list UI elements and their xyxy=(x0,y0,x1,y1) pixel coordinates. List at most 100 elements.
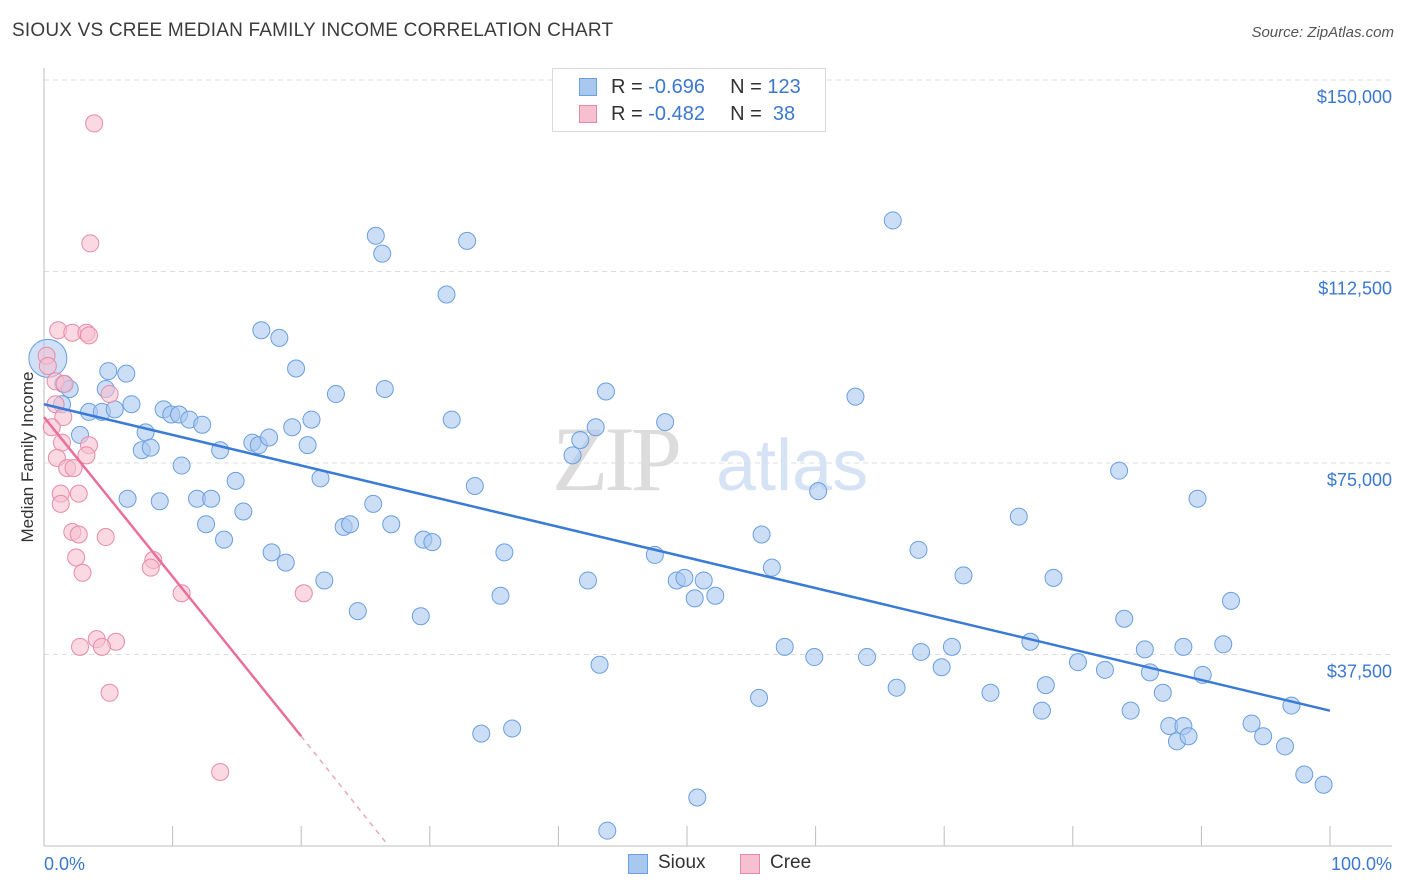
cree-point xyxy=(92,637,111,656)
sioux-point xyxy=(341,515,360,534)
sioux-point xyxy=(315,571,334,590)
cree-point xyxy=(81,234,100,253)
sioux-point xyxy=(472,724,491,743)
sioux-point xyxy=(298,436,317,455)
sioux-point xyxy=(495,543,514,562)
sioux-point xyxy=(234,502,253,521)
bottom-legend-sioux[interactable]: Sioux xyxy=(628,850,718,878)
sioux-point xyxy=(1110,461,1129,480)
legend-n-value: 38 xyxy=(767,103,796,125)
sioux-point xyxy=(423,533,442,552)
cree-point xyxy=(77,446,96,465)
trend-lines xyxy=(43,403,1331,847)
cree-point xyxy=(80,326,99,345)
sioux-point xyxy=(685,589,704,608)
sioux-point xyxy=(122,395,141,414)
cree-point xyxy=(211,762,230,781)
sioux-point xyxy=(563,446,582,465)
sioux-point xyxy=(99,362,118,381)
data-points xyxy=(28,114,1333,840)
sioux-point xyxy=(375,379,394,398)
sioux-point xyxy=(1115,609,1134,628)
cree-point xyxy=(51,494,70,513)
legend-n-value: 123 xyxy=(767,76,801,98)
sioux-point xyxy=(276,553,295,572)
sioux-point xyxy=(954,566,973,585)
sioux-point xyxy=(262,543,281,562)
sioux-point xyxy=(750,688,769,707)
sioux-point xyxy=(437,285,456,304)
cree-point xyxy=(69,525,88,544)
sioux-point xyxy=(1135,640,1154,659)
sioux-point xyxy=(1068,653,1087,672)
sioux-trend-line xyxy=(43,403,1331,712)
y-tick-labels: $37,500 $75,000 $112,500 $150,000 xyxy=(1317,87,1392,682)
sioux-point xyxy=(981,683,1000,702)
sioux-point xyxy=(117,364,136,383)
sioux-point xyxy=(912,642,931,661)
sioux-point xyxy=(283,418,302,437)
sioux-point xyxy=(373,244,392,263)
grid-lines xyxy=(44,79,1392,655)
sioux-point xyxy=(688,788,707,807)
x-tick-label-max: 100.0% xyxy=(1331,854,1392,874)
sioux-point xyxy=(1188,489,1207,508)
sioux-point xyxy=(1275,737,1294,756)
sioux-point xyxy=(656,413,675,432)
sioux-point xyxy=(260,428,279,447)
sioux-point xyxy=(364,494,383,513)
sioux-point xyxy=(1153,683,1172,702)
sioux-point xyxy=(942,637,961,656)
sioux-point xyxy=(215,530,234,549)
sioux-point xyxy=(586,418,605,437)
legend-n-label: N = xyxy=(730,103,768,125)
sioux-point xyxy=(382,515,401,534)
sioux-point xyxy=(598,821,617,840)
sioux-point xyxy=(775,637,794,656)
sioux-point xyxy=(578,571,597,590)
bottom-legend-cree[interactable]: Cree xyxy=(740,850,830,878)
sioux-point xyxy=(1179,727,1198,746)
sioux-point xyxy=(883,211,902,230)
sioux-point xyxy=(442,410,461,429)
cree-point xyxy=(100,385,119,404)
y-tick-label: $112,500 xyxy=(1318,279,1392,299)
axes xyxy=(43,68,1392,847)
sioux-point xyxy=(465,476,484,495)
legend-r-label: R = xyxy=(611,103,649,125)
sioux-point xyxy=(193,415,212,434)
sioux-point xyxy=(202,489,221,508)
cree-point xyxy=(38,356,57,375)
cree-trend-extension xyxy=(300,735,390,847)
sioux-point xyxy=(302,410,321,429)
sioux-point xyxy=(1095,660,1114,679)
legend-swatch-cree xyxy=(579,105,597,123)
sioux-point xyxy=(1044,568,1063,587)
sioux-point xyxy=(909,540,928,559)
cree-point xyxy=(172,584,191,603)
sioux-point xyxy=(858,648,877,667)
y-tick-label: $150,000 xyxy=(1317,87,1392,107)
sioux-point xyxy=(706,586,725,605)
cree-point xyxy=(64,459,83,478)
sioux-point xyxy=(932,658,951,677)
sioux-point xyxy=(491,586,510,605)
cree-point xyxy=(85,114,104,133)
legend-r-value: -0.696 xyxy=(648,76,705,98)
sioux-point xyxy=(252,321,271,340)
cree-point xyxy=(96,528,115,547)
sioux-point xyxy=(1214,635,1233,654)
sioux-point xyxy=(118,489,137,508)
sioux-point xyxy=(411,607,430,626)
chart-title: SIOUX VS CREE MEDIAN FAMILY INCOME CORRE… xyxy=(12,20,614,41)
chart-source: Source: ZipAtlas.com xyxy=(1251,24,1394,41)
x-tick-label-min: 0.0% xyxy=(44,854,85,874)
sioux-point xyxy=(1174,637,1193,656)
cree-point xyxy=(55,374,74,393)
sioux-point xyxy=(675,568,694,587)
sioux-point xyxy=(1036,676,1055,695)
sioux-point xyxy=(503,719,522,738)
y-tick-label: $37,500 xyxy=(1327,662,1392,682)
bottom-legend-label-sioux: Sioux xyxy=(658,852,706,873)
